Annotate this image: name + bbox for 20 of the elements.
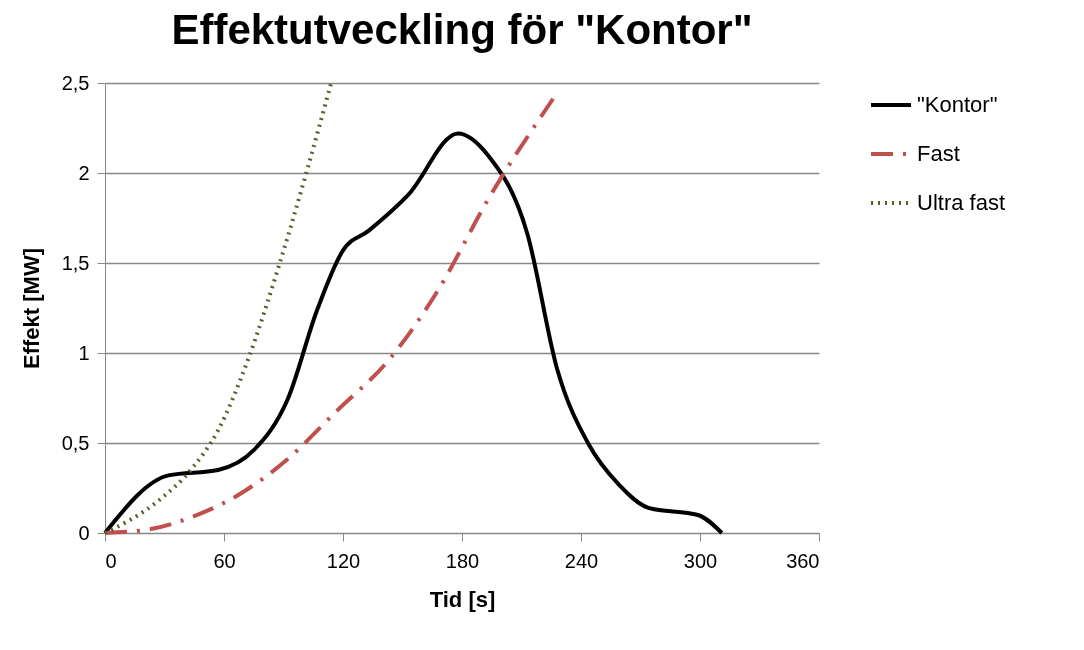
legend-label: Ultra fast [917, 190, 1006, 215]
x-tick-label: 360 [786, 549, 820, 572]
y-tick-label: 2 [78, 161, 90, 184]
y-tick-label: 0,5 [61, 431, 90, 454]
line-series [103, 131, 724, 535]
chart-title: Effektutveckling för "Kontor" [171, 6, 753, 53]
x-axis-title: Tid [s] [429, 586, 496, 612]
y-tick-label: 1,5 [61, 251, 90, 274]
legend-label: "Kontor" [917, 92, 998, 117]
x-tick-label: 0 [105, 549, 117, 572]
y-tick-label: 2,5 [61, 71, 90, 94]
legend-label: Fast [917, 141, 960, 166]
y-tick-label: 0 [78, 521, 90, 544]
y-axis-title: Effekt [MW] [18, 248, 44, 369]
x-tick-label: 120 [326, 549, 361, 572]
x-tick-label: 300 [683, 549, 718, 572]
x-tick-label: 240 [564, 549, 599, 572]
x-tick-label: 180 [445, 549, 480, 572]
x-tick-label: 60 [213, 549, 236, 572]
y-tick-label: 1 [78, 341, 90, 364]
